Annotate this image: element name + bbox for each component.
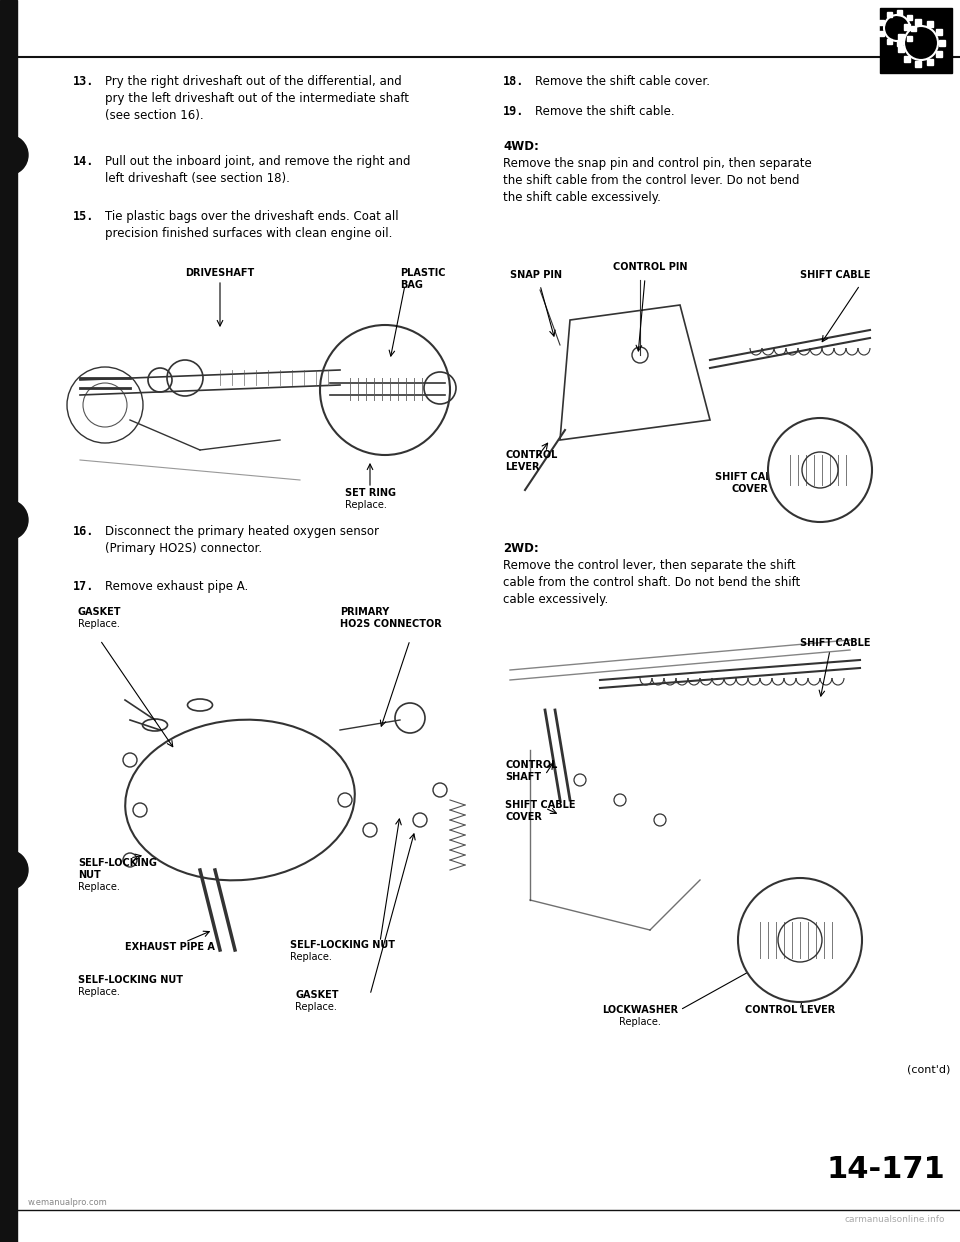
Text: Remove the control lever, then separate the shift
cable from the control shaft. : Remove the control lever, then separate …	[503, 559, 801, 606]
Text: SHIFT CABLE: SHIFT CABLE	[800, 638, 870, 648]
Text: Remove exhaust pipe A.: Remove exhaust pipe A.	[105, 580, 249, 592]
Bar	[886, 11, 892, 16]
Text: EXHAUST PIPE A: EXHAUST PIPE A	[125, 941, 215, 953]
Text: CONTROL: CONTROL	[505, 450, 558, 460]
Text: 14-171: 14-171	[827, 1155, 945, 1184]
Text: LOCKWASHER: LOCKWASHER	[602, 1005, 678, 1015]
Text: GASKET: GASKET	[295, 990, 339, 1000]
Circle shape	[904, 26, 938, 60]
Text: w.emanualpro.com: w.emanualpro.com	[28, 1199, 108, 1207]
Bar	[886, 40, 892, 45]
Bar	[907, 15, 912, 20]
Text: SHAFT: SHAFT	[505, 773, 541, 782]
Text: (cont'd): (cont'd)	[906, 1064, 950, 1076]
Text: 17.: 17.	[73, 580, 94, 592]
Text: Replace.: Replace.	[78, 619, 120, 628]
Text: Disconnect the primary heated oxygen sensor
(Primary HO2S) connector.: Disconnect the primary heated oxygen sen…	[105, 525, 379, 555]
Text: COVER: COVER	[732, 484, 768, 494]
Text: 18.: 18.	[503, 75, 524, 88]
Circle shape	[738, 878, 862, 1002]
Circle shape	[914, 36, 927, 50]
Text: GASKET: GASKET	[78, 607, 122, 617]
Bar	[904, 24, 910, 30]
Text: Replace.: Replace.	[290, 953, 332, 963]
Text: COVER: COVER	[505, 812, 541, 822]
Bar	[898, 46, 904, 52]
Bar	[915, 19, 921, 25]
Bar	[926, 60, 933, 65]
Bar	[936, 29, 942, 35]
Text: NUT: NUT	[78, 869, 101, 881]
Bar	[926, 21, 933, 27]
Text: CONTROL: CONTROL	[505, 760, 558, 770]
Text: Remove the shift cable cover.: Remove the shift cable cover.	[535, 75, 710, 88]
Text: SHIFT CABLE: SHIFT CABLE	[715, 472, 785, 482]
Bar	[904, 56, 910, 62]
Text: Remove the snap pin and control pin, then separate
the shift cable from the cont: Remove the snap pin and control pin, the…	[503, 156, 812, 204]
Text: Replace.: Replace.	[345, 501, 387, 510]
Bar	[898, 41, 902, 46]
Text: 15.: 15.	[73, 210, 94, 224]
Bar	[880, 7, 952, 73]
Bar	[915, 61, 921, 67]
Text: 14.: 14.	[73, 155, 94, 168]
Circle shape	[884, 15, 910, 41]
Text: PLASTIC
BAG: PLASTIC BAG	[400, 268, 445, 289]
Text: Tie plastic bags over the driveshaft ends. Coat all
precision finished surfaces : Tie plastic bags over the driveshaft end…	[105, 210, 398, 240]
Text: 19.: 19.	[503, 106, 524, 118]
Circle shape	[0, 850, 28, 891]
Text: SHIFT CABLE: SHIFT CABLE	[800, 270, 870, 279]
Text: 16.: 16.	[73, 525, 94, 538]
Text: CONTROL LEVER: CONTROL LEVER	[745, 1005, 835, 1015]
Text: Replace.: Replace.	[78, 882, 120, 892]
Text: SELF-LOCKING NUT: SELF-LOCKING NUT	[290, 940, 395, 950]
Bar	[879, 31, 884, 36]
Circle shape	[768, 419, 872, 522]
Circle shape	[0, 501, 28, 540]
Text: SHIFT CABLE: SHIFT CABLE	[505, 800, 575, 810]
Text: DRIVESHAFT: DRIVESHAFT	[185, 268, 254, 278]
Text: HO2S CONNECTOR: HO2S CONNECTOR	[340, 619, 442, 628]
Text: Replace.: Replace.	[295, 1002, 337, 1012]
Text: SNAP PIN: SNAP PIN	[510, 270, 562, 279]
Text: LEVER: LEVER	[505, 462, 540, 472]
Bar	[936, 51, 942, 57]
Circle shape	[0, 135, 28, 175]
Text: 13.: 13.	[73, 75, 94, 88]
Text: CONTROL PIN: CONTROL PIN	[612, 262, 687, 272]
Bar	[879, 20, 884, 25]
Bar	[939, 40, 945, 46]
Text: Pry the right driveshaft out of the differential, and
pry the left driveshaft ou: Pry the right driveshaft out of the diff…	[105, 75, 409, 122]
Text: SELF-LOCKING: SELF-LOCKING	[78, 858, 156, 868]
Text: SET RING: SET RING	[345, 488, 396, 498]
Text: Pull out the inboard joint, and remove the right and
left driveshaft (see sectio: Pull out the inboard joint, and remove t…	[105, 155, 411, 185]
Text: 2WD:: 2WD:	[503, 542, 539, 555]
Text: Replace.: Replace.	[619, 1017, 660, 1027]
Circle shape	[892, 22, 902, 34]
Text: 4WD:: 4WD:	[503, 140, 539, 153]
Text: carmanualsonline.info: carmanualsonline.info	[845, 1215, 945, 1225]
Text: SELF-LOCKING NUT: SELF-LOCKING NUT	[78, 975, 183, 985]
Bar	[910, 26, 916, 31]
Bar	[0, 0, 17, 1242]
Text: PRIMARY: PRIMARY	[340, 607, 389, 617]
Text: Remove the shift cable.: Remove the shift cable.	[535, 106, 675, 118]
Bar	[898, 10, 902, 15]
Bar	[907, 36, 912, 41]
Bar	[898, 34, 904, 40]
Text: Replace.: Replace.	[78, 987, 120, 997]
